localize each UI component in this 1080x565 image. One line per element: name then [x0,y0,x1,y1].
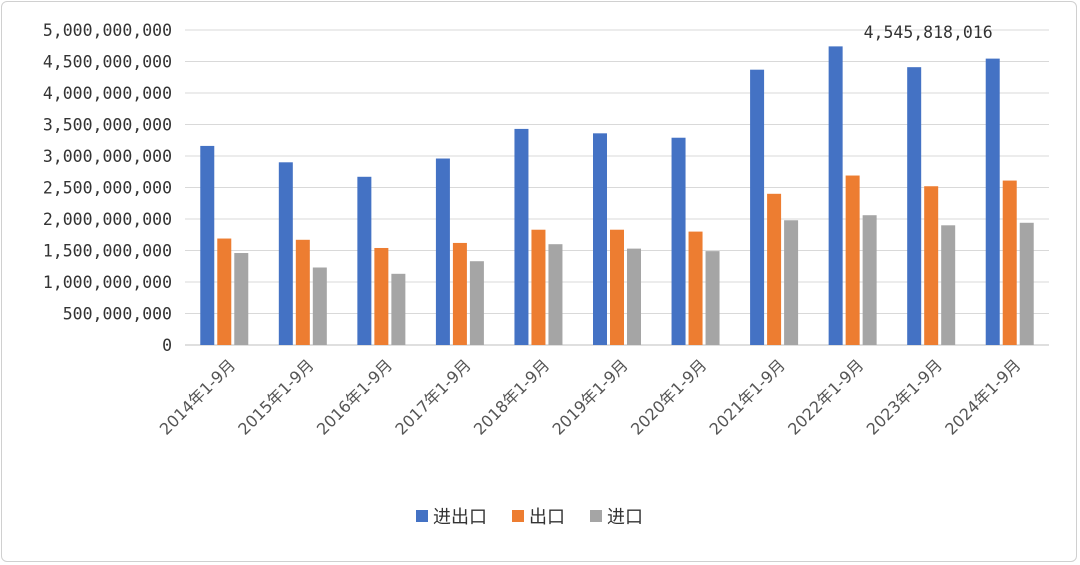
x-tick-label: 2020年1-9月 [627,355,710,438]
x-tick-label: 2023年1-9月 [863,355,946,438]
bar-进口-2024年1-9月 [1019,222,1034,345]
x-tick-label: 2015年1-9月 [234,355,317,438]
legend-swatch [512,510,524,522]
x-tick-label: 2018年1-9月 [470,355,553,438]
gridlines [185,29,1049,346]
x-tick-label: 2021年1-9月 [706,355,789,438]
data-label: 4,545,818,016 [864,23,993,42]
bar-进出口-2019年1-9月 [593,133,607,345]
y-tick-label: 1,000,000,000 [43,273,172,292]
legend-swatch [416,510,428,522]
legend-label: 进口 [607,507,643,528]
bar-进出口-2023年1-9月 [907,67,922,346]
x-axis: 2014年1-9月2015年1-9月2016年1-9月2017年1-9月2018… [156,355,1025,438]
bar-出口-2022年1-9月 [845,175,860,345]
bar-进口-2016年1-9月 [391,273,406,345]
bar-进口-2014年1-9月 [234,253,249,345]
bar-进出口-2016年1-9月 [357,176,372,345]
bar-出口-2023年1-9月 [924,186,939,345]
bar-进出口-2018年1-9月 [514,128,529,345]
y-tick-label: 1,500,000,000 [43,242,172,261]
y-tick-label: 3,000,000,000 [43,147,172,166]
y-tick-label: 0 [162,336,172,355]
bar-出口-2016年1-9月 [374,247,389,345]
bar-进出口-2021年1-9月 [750,69,765,345]
legend-swatch [590,510,602,522]
bar-出口-2019年1-9月 [610,229,624,345]
bar-进口-2020年1-9月 [705,251,720,345]
y-tick-label: 2,000,000,000 [43,210,172,229]
legend-label: 进出口 [433,507,487,528]
data-labels: 4,545,818,016 [864,23,993,42]
bar-进口-2023年1-9月 [941,225,956,345]
y-tick-label: 3,500,000,000 [43,116,172,135]
bar-出口-2018年1-9月 [531,229,546,345]
bar-进口-2022年1-9月 [862,215,877,345]
bar-出口-2014年1-9月 [217,238,232,345]
bar-出口-2024年1-9月 [1002,180,1017,345]
bars [200,46,1034,346]
x-tick-label: 2014年1-9月 [156,355,239,438]
bar-进口-2021年1-9月 [784,220,799,345]
x-tick-label: 2019年1-9月 [548,355,631,438]
legend-label: 出口 [529,507,565,528]
bar-出口-2021年1-9月 [767,193,782,345]
bar-出口-2020年1-9月 [688,231,703,345]
y-tick-label: 500,000,000 [63,305,172,324]
y-tick-label: 2,500,000,000 [43,179,172,198]
bar-进出口-2020年1-9月 [671,137,686,345]
y-tick-label: 4,500,000,000 [43,53,172,72]
bar-进口-2018年1-9月 [548,244,563,345]
x-tick-label: 2022年1-9月 [784,355,867,438]
bar-进出口-2015年1-9月 [278,162,293,345]
x-tick-label: 2016年1-9月 [313,355,396,438]
x-tick-label: 2017年1-9月 [391,355,474,438]
bar-进口-2015年1-9月 [312,267,327,345]
legend: 进出口 出口 进口 [416,507,643,528]
bar-进出口-2022年1-9月 [828,46,843,345]
y-tick-label: 4,000,000,000 [43,84,172,103]
bar-进出口-2024年1-9月 [985,58,1000,345]
bar-进出口-2017年1-9月 [435,158,450,345]
y-axis: 0 500,000,000 1,000,000,000 1,500,000,000 2,… [43,21,172,355]
x-tick-label: 2024年1-9月 [941,355,1024,438]
bar-进出口-2014年1-9月 [200,145,215,345]
bar-进口-2019年1-9月 [627,248,641,345]
bar-出口-2017年1-9月 [452,242,467,345]
y-tick-label: 5,000,000,000 [43,21,172,40]
bar-进口-2017年1-9月 [469,261,484,345]
bar-出口-2015年1-9月 [295,239,310,345]
